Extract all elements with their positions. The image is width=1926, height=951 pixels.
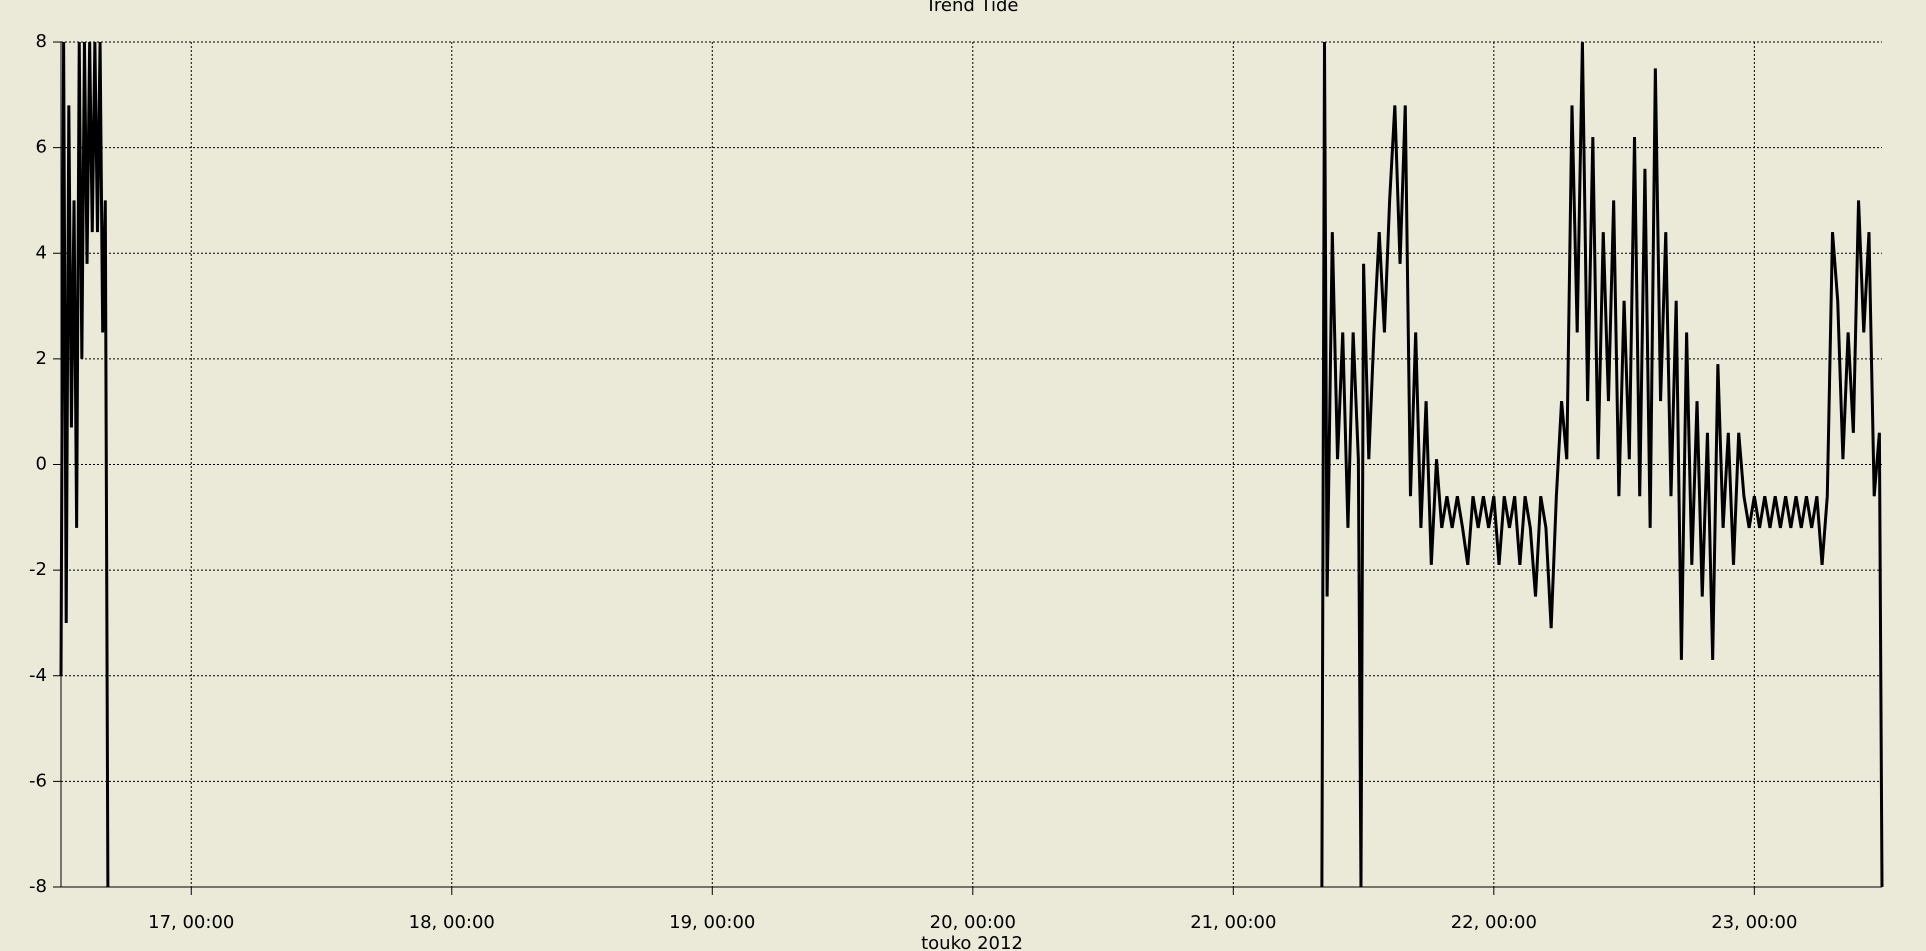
y-tick-label: 8 bbox=[36, 31, 47, 52]
y-tick-label: 0 bbox=[36, 454, 47, 475]
x-tick-label: 22, 00:00 bbox=[1451, 912, 1537, 933]
data-line bbox=[59, 41, 1884, 888]
y-tick-label: 4 bbox=[36, 242, 47, 263]
x-tick-label: 17, 00:00 bbox=[148, 912, 234, 933]
y-tick-label: -8 bbox=[29, 876, 47, 897]
y-tick-label: -6 bbox=[29, 770, 47, 791]
y-tick-label: 2 bbox=[36, 348, 47, 369]
x-tick-label: 18, 00:00 bbox=[409, 912, 495, 933]
y-tick-label: 6 bbox=[36, 137, 47, 158]
y-tick-label: -2 bbox=[29, 559, 47, 580]
x-tick-label: 23, 00:00 bbox=[1711, 912, 1797, 933]
x-tick-label: 19, 00:00 bbox=[669, 912, 755, 933]
y-tick-label: -4 bbox=[29, 665, 47, 686]
x-tick-label: 21, 00:00 bbox=[1190, 912, 1276, 933]
x-axis-label: touko 2012 bbox=[921, 933, 1023, 951]
chart-title: Trend Tide bbox=[925, 0, 1019, 16]
x-tick-label: 20, 00:00 bbox=[930, 912, 1016, 933]
